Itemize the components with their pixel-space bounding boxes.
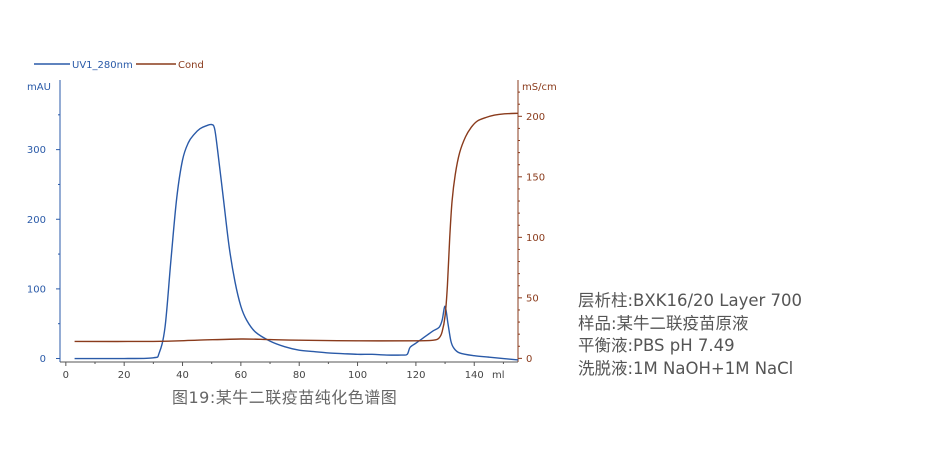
right-axis-ticks: 0 50 100 150 200: [518, 91, 545, 365]
info-elution: 洗脱液:1M NaOH+1M NaCl: [578, 358, 794, 378]
x-tick-label: 20: [118, 370, 131, 381]
figure-caption: 图19:某牛二联疫苗纯化色谱图: [172, 388, 398, 407]
x-tick-label: 140: [465, 370, 484, 381]
series-layer: [74, 112, 519, 361]
info-column: 层析柱:BXK16/20 Layer 700: [578, 291, 803, 310]
legend: UV1_280nm Cond: [34, 60, 204, 71]
right-tick-label: 150: [526, 172, 545, 183]
info-sample: 样品:某牛二联疫苗原液: [578, 313, 749, 333]
left-tick-label: 100: [27, 284, 46, 295]
x-tick-label: 60: [234, 370, 247, 381]
series-line-uv: [74, 123, 519, 361]
x-tick-label: 100: [348, 370, 367, 381]
x-tick-label: 120: [406, 370, 425, 381]
right-tick-label: 100: [526, 233, 545, 244]
left-axis-unit: mAU: [27, 82, 51, 93]
legend-label-uv: UV1_280nm: [72, 60, 133, 71]
x-tick-label: 0: [63, 370, 69, 381]
x-tick-label: 40: [176, 370, 189, 381]
left-axis-ticks: 0 100 200 300: [27, 114, 60, 365]
info-block: 层析柱:BXK16/20 Layer 700 样品:某牛二联疫苗原液 平衡液:P…: [578, 290, 802, 380]
x-axis-label: ml: [492, 370, 505, 381]
left-tick-label: 0: [40, 354, 46, 365]
x-tick-label: 80: [293, 370, 306, 381]
left-tick-label: 200: [27, 215, 46, 226]
right-tick-label: 200: [526, 112, 545, 123]
left-tick-label: 300: [27, 145, 46, 156]
right-axis-unit: mS/cm: [522, 82, 557, 93]
info-buffer: 平衡液:PBS pH 7.49: [578, 336, 735, 355]
right-tick-label: 50: [526, 293, 539, 304]
right-tick-label: 0: [526, 354, 532, 365]
x-axis-ticks: 0 20 40 60 80 100 120 140: [63, 362, 504, 381]
series-line-cond: [74, 112, 519, 343]
legend-label-cond: Cond: [178, 60, 204, 71]
